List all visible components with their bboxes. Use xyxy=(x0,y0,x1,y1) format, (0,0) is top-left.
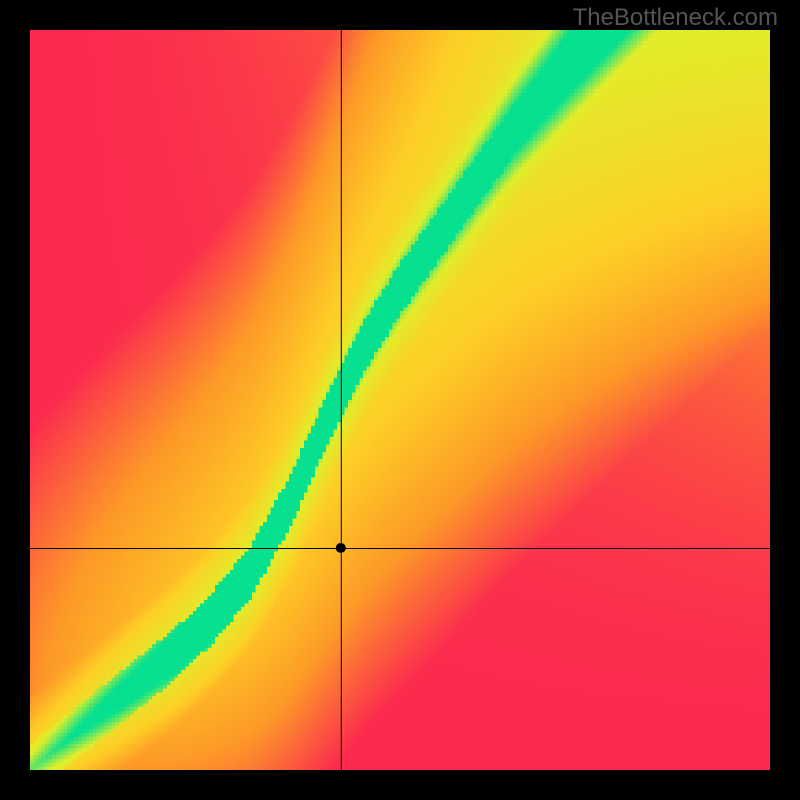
watermark-text: TheBottleneck.com xyxy=(573,4,778,32)
crosshair-overlay xyxy=(30,30,770,770)
bottleneck-heatmap xyxy=(30,30,770,770)
